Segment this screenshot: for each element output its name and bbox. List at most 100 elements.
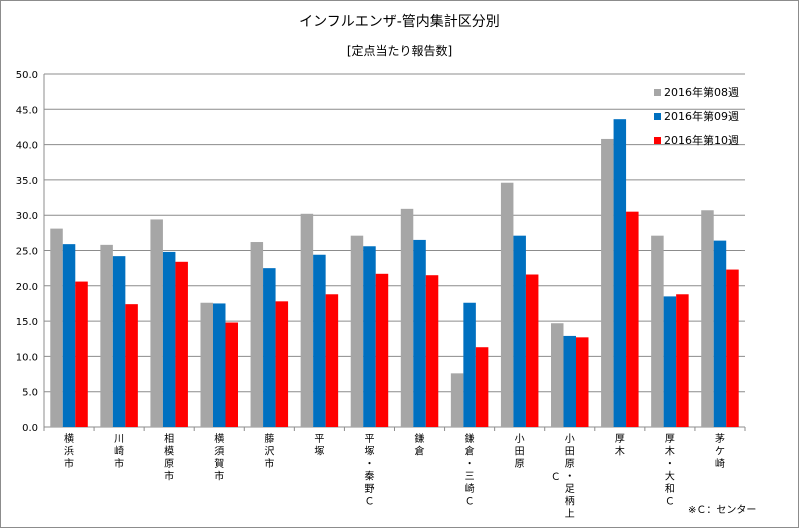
x-tick-label: 模: [164, 446, 174, 458]
x-tick-label: 厚: [665, 433, 675, 445]
y-tick-label: 50.0: [16, 70, 38, 81]
y-tick-label: 25.0: [16, 247, 38, 258]
bar: [100, 244, 113, 427]
x-tick-label: ・: [465, 459, 475, 470]
x-tick-label: 秦: [364, 470, 374, 483]
x-tick-label: 相: [164, 432, 174, 445]
x-tick-label: 鎌: [415, 432, 425, 445]
bar: [250, 242, 264, 427]
y-tick-label: 10.0: [16, 352, 38, 363]
bar: [200, 302, 213, 427]
y-tick-label: 15.0: [16, 317, 38, 328]
x-tick-label: 平: [364, 434, 374, 445]
y-tick-label: 0.0: [22, 423, 38, 434]
x-tick-label: 横: [64, 432, 74, 445]
x-tick-label: 大: [665, 470, 675, 483]
x-tick-label: 浜: [64, 446, 74, 458]
legend-swatch: [654, 137, 661, 144]
y-tick-label: 45.0: [16, 105, 38, 116]
x-tick-label: 茅: [715, 433, 725, 445]
bar: [475, 347, 489, 427]
y-tick-label: 35.0: [16, 176, 38, 187]
x-tick-label: ・: [364, 459, 374, 470]
x-tick-label: 塚: [364, 446, 374, 458]
x-tick-label: 市: [214, 470, 224, 483]
x-tick-label: 原: [565, 458, 575, 470]
bar: [112, 256, 126, 427]
y-tick-label: 40.0: [16, 141, 38, 152]
x-tick-label: 木: [665, 446, 675, 458]
bar: [75, 281, 88, 427]
bar: [162, 251, 176, 427]
x-tick-label: 原: [515, 458, 525, 470]
x-tick-label: 崎: [465, 482, 475, 495]
x-tick-label: 藤: [264, 433, 274, 445]
x-tick-label: 上: [565, 508, 575, 520]
bar: [463, 302, 476, 427]
x-tick-label: 木: [615, 446, 625, 458]
bar: [613, 119, 627, 428]
x-tick-label: 川: [114, 434, 124, 445]
x-tick-label: 沢: [264, 445, 274, 458]
bar: [713, 240, 727, 427]
bar: [425, 275, 439, 427]
x-tick-label: 平: [314, 434, 324, 445]
x-tick-label: 崎: [715, 457, 725, 470]
x-tick-label: 倉: [465, 445, 475, 458]
bar: [601, 138, 614, 427]
bar: [300, 213, 314, 427]
bar: [213, 303, 226, 427]
bar: [626, 211, 639, 427]
bar: [175, 261, 188, 427]
bar: [676, 294, 689, 427]
y-tick-label: 5.0: [22, 388, 38, 399]
x-tick-label: 須: [214, 446, 224, 458]
bar: [450, 373, 464, 427]
bar: [375, 273, 389, 427]
x-tick-label: 崎: [114, 445, 124, 458]
x-tick-label: 市: [164, 470, 174, 483]
x-tick-label: 三: [465, 472, 475, 483]
bar: [263, 268, 276, 427]
x-tick-label: ・: [565, 472, 575, 483]
bar: [125, 304, 138, 427]
x-tick-label: Ｃ: [665, 497, 675, 508]
legend-label: 2016年第08週: [664, 85, 739, 99]
x-tick-label: Ｃ: [551, 472, 561, 483]
x-tick-label: 小: [565, 433, 575, 445]
bar: [275, 301, 289, 427]
bar: [563, 335, 576, 427]
bar: [726, 269, 739, 427]
x-tick-label: 柄: [565, 495, 575, 508]
bar: [150, 219, 163, 427]
legend-label: 2016年第10週: [664, 133, 739, 147]
bar: [651, 235, 664, 427]
bar: [350, 235, 364, 427]
x-tick-label: ・: [665, 459, 675, 470]
x-tick-label: 和: [665, 483, 675, 495]
bar: [62, 244, 76, 427]
footnote: ※Ｃ：センター: [688, 505, 757, 516]
x-tick-label: 市: [114, 457, 124, 470]
bar: [525, 274, 539, 427]
chart-subtitle: [定点当たり報告数]: [346, 44, 453, 58]
x-tick-label: 倉: [415, 445, 425, 458]
x-tick-label: ケ: [715, 446, 725, 458]
legend-swatch: [654, 89, 661, 96]
x-tick-label: 市: [264, 457, 274, 470]
bar: [663, 296, 677, 427]
bar: [50, 228, 63, 427]
legend-swatch: [654, 113, 661, 120]
x-tick-label: 鎌: [465, 432, 475, 445]
bar: [500, 182, 514, 427]
bar: [313, 254, 326, 427]
x-tick-label: 野: [364, 483, 374, 495]
bar: [363, 246, 376, 427]
y-tick-label: 30.0: [16, 211, 38, 222]
y-tick-label: 20.0: [16, 282, 38, 293]
bar: [701, 210, 714, 427]
bar: [413, 239, 426, 427]
bar: [225, 322, 238, 427]
bar: [576, 337, 589, 427]
